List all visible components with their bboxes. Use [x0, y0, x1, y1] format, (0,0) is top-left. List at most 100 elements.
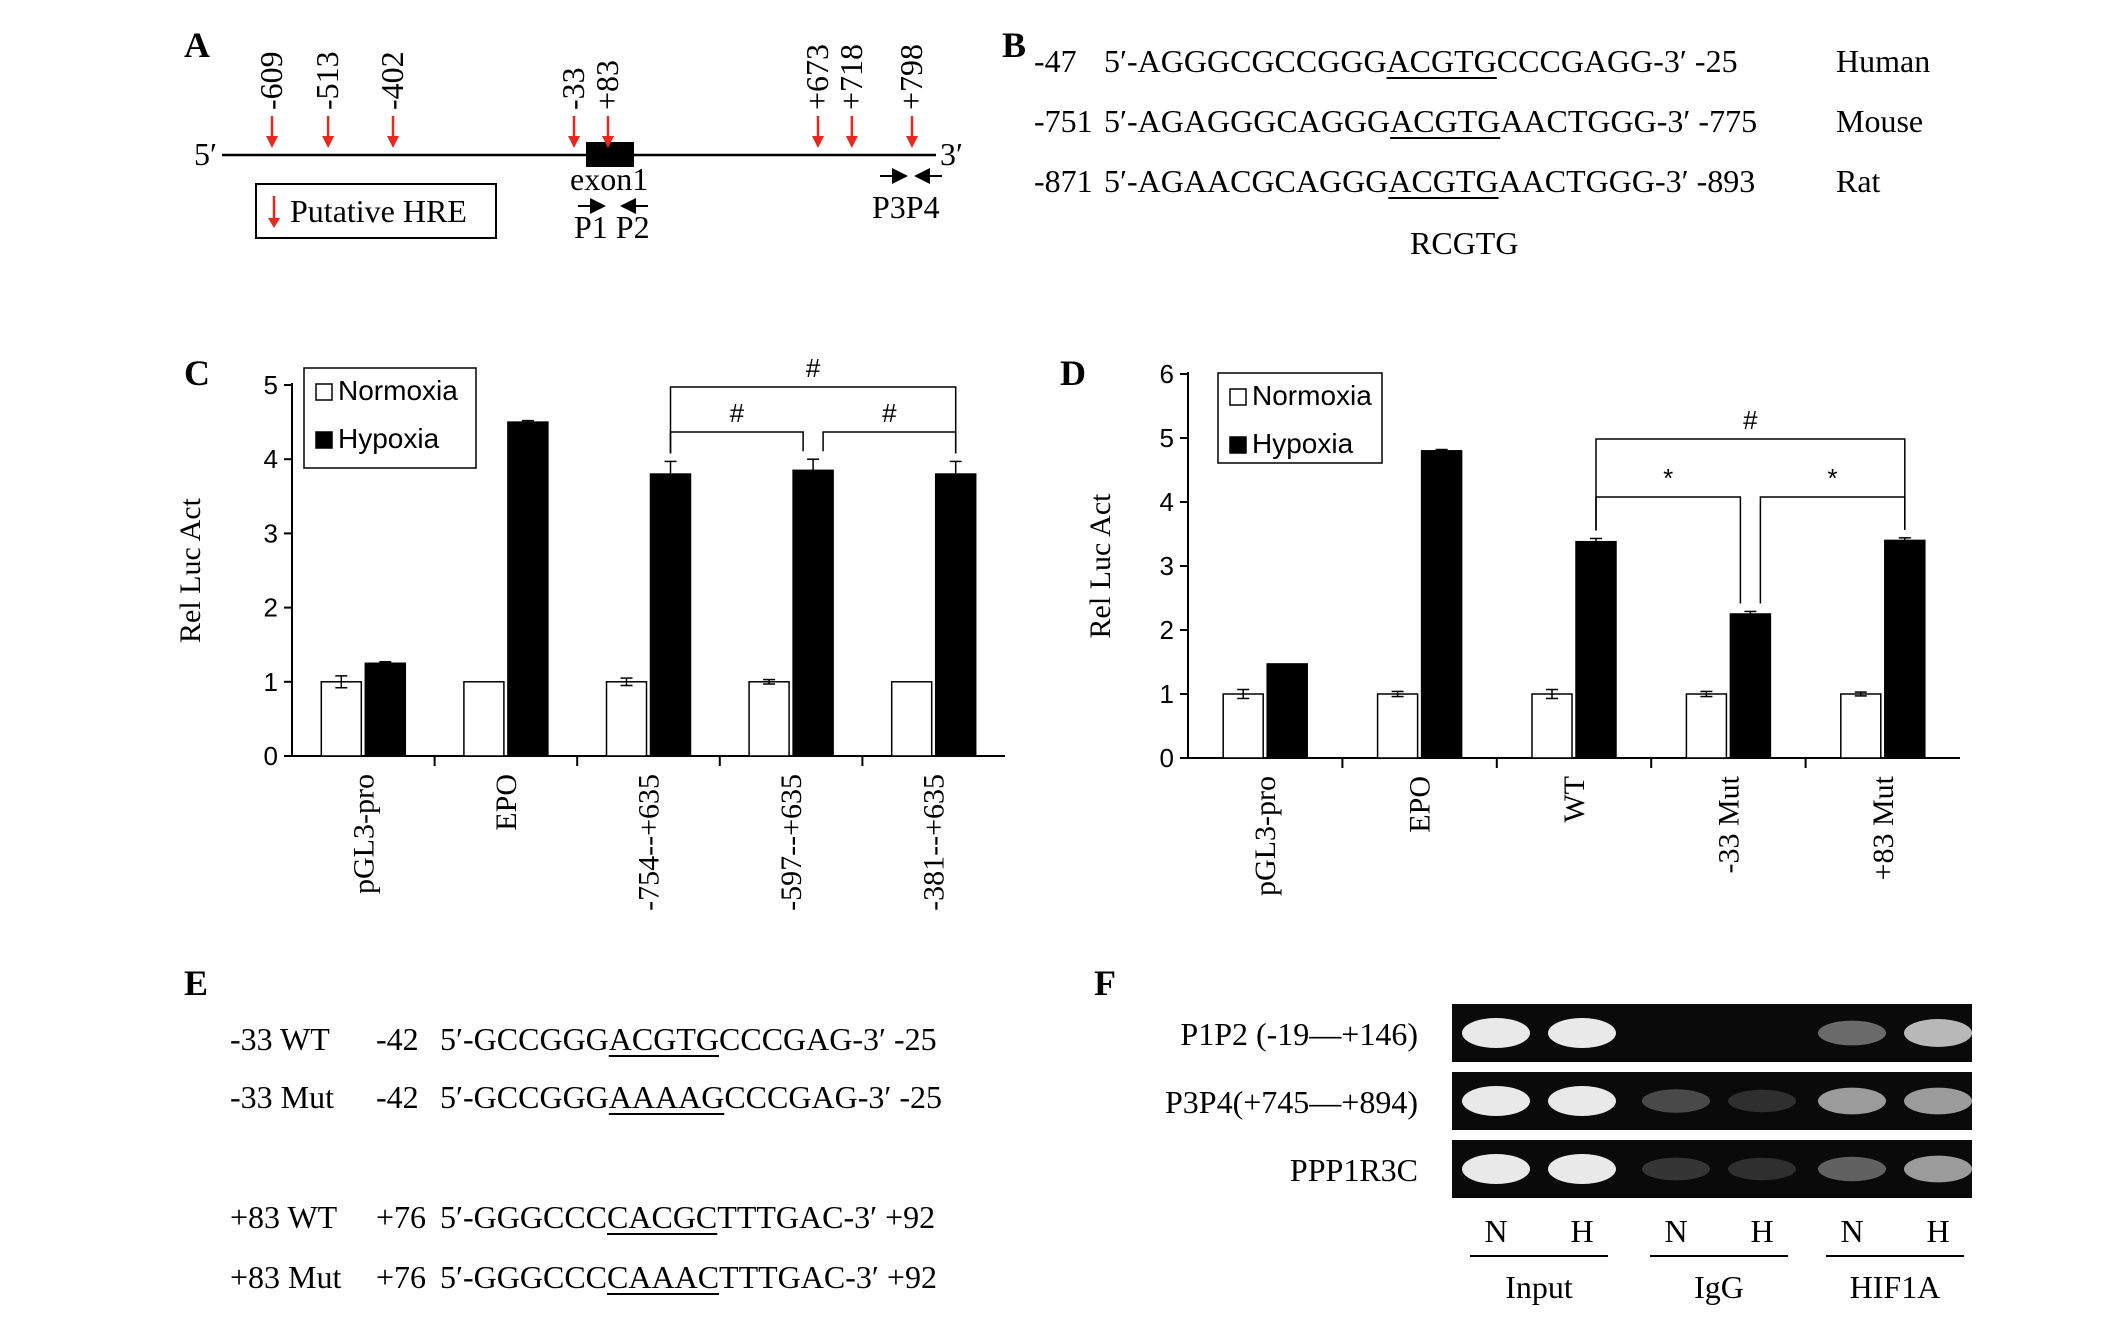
y-axis-label: Rel Luc Act — [174, 497, 207, 643]
gel-band — [1904, 1019, 1972, 1047]
group-label: HIF1A — [1850, 1269, 1941, 1305]
legend-swatch — [315, 431, 333, 449]
group-label: Input — [1505, 1269, 1573, 1305]
seq-start: -871 — [1034, 163, 1093, 199]
panel-b-sequences: -47 5′-AGGGCGCCGGGACGTGCCCGAGG-3′ -25 Human… — [1034, 43, 1930, 199]
hre-arrowhead — [812, 136, 824, 148]
y-tick-label: 4 — [1160, 487, 1174, 517]
chart-d: 0 1 2 3 4 5 6 Rel Luc Act pGL3-pro EPO WT -33 Mut +8… — [1084, 359, 1960, 896]
seq-end: -25 — [894, 1021, 937, 1057]
exon1-label: exon1 — [570, 161, 648, 197]
chart-c: 0 1 2 3 4 5 Rel Luc Act pGL3-pro EPO -754--+635 -5… — [174, 353, 1005, 911]
significance-bracket — [1595, 496, 1742, 604]
bar-normoxia — [1840, 693, 1882, 759]
significance-mark: # — [730, 398, 745, 428]
bar-normoxia — [605, 681, 648, 757]
legend-swatch — [1229, 436, 1247, 454]
gel-band — [1728, 1157, 1796, 1181]
gel-band — [1548, 1154, 1616, 1184]
x-category-label: pGL3-pro — [347, 774, 380, 894]
panel-label-f: F — [1094, 963, 1116, 1003]
group-label: IgG — [1694, 1269, 1744, 1305]
seq-pre: 5′-GGGCCC — [440, 1199, 607, 1235]
five-prime-label: 5′ — [194, 136, 217, 172]
bar-normoxia — [748, 681, 790, 757]
y-tick-label: 4 — [264, 444, 278, 474]
gel-band — [1904, 1155, 1972, 1183]
seq-post: TTTGAC-3′ — [719, 1259, 879, 1295]
seq-end: +92 — [885, 1199, 935, 1235]
legend-swatch — [1229, 388, 1247, 406]
legend-entry: Normoxia — [338, 375, 458, 406]
consensus-label: RCGTG — [1410, 225, 1518, 261]
seq-core: ACGTG — [1388, 163, 1498, 199]
hre-arrowhead — [322, 136, 335, 148]
hre-arrowhead — [568, 136, 580, 148]
lane-label: H — [1570, 1213, 1593, 1249]
panel-label-d: D — [1060, 353, 1086, 393]
gel-band — [1818, 1156, 1886, 1182]
hre-legend-box — [255, 183, 497, 239]
panel-d: D 0 1 2 3 4 5 6 Rel Luc Act pGL3-pro EPO WT -33 Mut… — [1060, 353, 1960, 896]
bar-hypoxia — [792, 469, 834, 757]
y-tick-label: 0 — [264, 741, 278, 771]
y-tick-label: 2 — [1160, 615, 1174, 645]
hre-position-label: +83 — [589, 60, 625, 110]
seq-start: -47 — [1034, 43, 1077, 79]
seq-post: TTTGAC-3′ — [717, 1199, 877, 1235]
seq-end: +92 — [887, 1259, 937, 1295]
panel-b: B -47 5′-AGGGCGCCGGGACGTGCCCGAGG-3′ -25 Hum… — [1002, 25, 1930, 261]
hre-arrowhead — [845, 136, 858, 148]
bar-hypoxia — [507, 421, 549, 757]
mutant-name: +83 WT — [230, 1199, 338, 1235]
x-category-label: EPO — [1404, 776, 1437, 833]
y-tick-label: 3 — [264, 518, 278, 548]
bar-hypoxia — [1729, 613, 1772, 759]
x-category-label: pGL3-pro — [1249, 776, 1282, 896]
seq-post: AACTGGG-3′ — [1499, 163, 1689, 199]
x-category-label: WT — [1558, 776, 1591, 823]
seq-text: 5′-AGAACGCAGGGACGTGAACTGGG-3′ -893 — [1104, 163, 1755, 199]
gel-band — [1462, 1018, 1530, 1048]
y-tick-label: 1 — [264, 667, 278, 697]
lane-label: N — [1484, 1213, 1507, 1249]
seq-text: 5′-GGGCCCCACGCTTTGAC-3′ +92 — [440, 1199, 935, 1235]
y-tick-label: 0 — [1160, 743, 1174, 773]
bar-normoxia — [463, 681, 505, 757]
panel-a: A 5′ 3′ exon1 P1 P2 P3P4 -609 -513 -402 -33… — [184, 25, 963, 245]
significance-mark: * — [1828, 463, 1838, 493]
seq-post: CCCGAGG-3′ — [1497, 43, 1687, 79]
seq-end: -893 — [1697, 163, 1756, 199]
hre-position-label: -33 — [555, 67, 591, 110]
bar-hypoxia — [1575, 540, 1617, 759]
hre-position-label: -513 — [309, 51, 345, 110]
panel-label-b: B — [1002, 25, 1026, 65]
bar-hypoxia — [649, 473, 692, 757]
hre-position-label: +718 — [833, 44, 869, 110]
significance-bracket — [669, 386, 957, 454]
hre-arrowhead — [906, 136, 918, 148]
x-category-label: EPO — [490, 774, 523, 831]
bar-normoxia — [1531, 693, 1573, 759]
seq-start: +76 — [376, 1259, 426, 1295]
bar-hypoxia — [1420, 450, 1463, 759]
lane-label: H — [1750, 1213, 1773, 1249]
gel-band — [1548, 1086, 1616, 1116]
y-tick-label: 2 — [264, 593, 278, 623]
seq-end: -25 — [1695, 43, 1738, 79]
x-category-label: -33 Mut — [1712, 775, 1745, 873]
gel-row-label: P1P2 (-19—+146) — [1180, 1016, 1418, 1052]
exon1-box — [586, 142, 634, 167]
seq-pre: 5′-GCCGGG — [440, 1079, 609, 1115]
seq-end: -25 — [899, 1079, 942, 1115]
legend-swatch — [315, 383, 333, 401]
species-label: Mouse — [1836, 103, 1923, 139]
hre-arrowhead — [266, 136, 278, 148]
seq-pre: 5′-GGGCCC — [440, 1259, 607, 1295]
significance-mark: # — [806, 353, 821, 383]
bar-hypoxia — [364, 662, 407, 757]
legend-entry: Normoxia — [1252, 380, 1372, 411]
gel-row-label: PPP1R3C — [1290, 1152, 1418, 1188]
bar-normoxia — [890, 681, 933, 757]
